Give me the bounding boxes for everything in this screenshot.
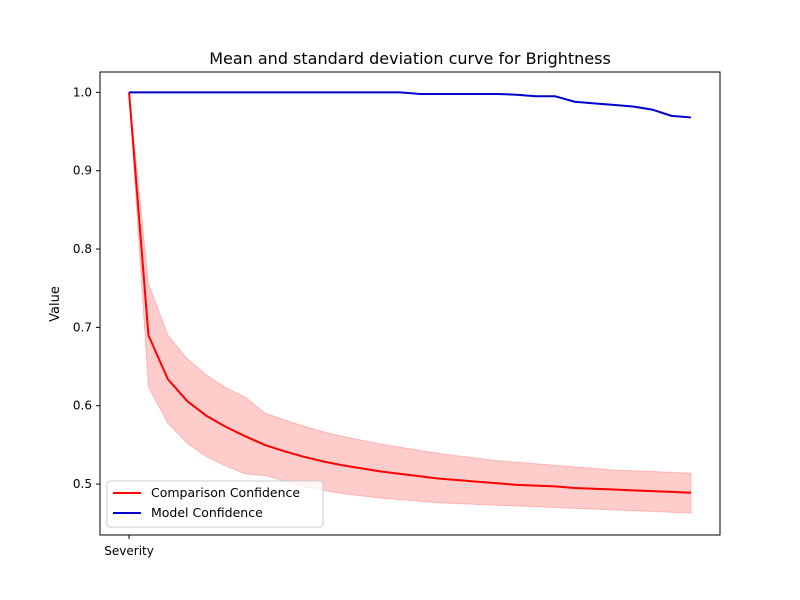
axes: 0.5 0.6 0.7 0.8 0.9 1.0 Severity	[73, 71, 721, 558]
axes-frame	[99, 71, 721, 536]
y-tick-label: 0.6	[73, 399, 92, 413]
plot-area	[128, 91, 692, 514]
y-tick-label: 0.9	[73, 164, 92, 178]
series-line-1	[129, 91, 692, 119]
std-band-series-0	[128, 92, 692, 514]
y-axis-label: Value	[48, 286, 63, 322]
y-tick-label: 0.8	[73, 242, 92, 256]
legend: Comparison Confidence Model Confidence	[106, 480, 324, 528]
y-tick-label: 0.7	[73, 320, 92, 334]
x-tick-label: Severity	[104, 544, 154, 558]
series-line-0	[128, 92, 691, 494]
y-tick-label: 0.5	[73, 477, 92, 491]
legend-label-1: Model Confidence	[151, 505, 263, 520]
y-tick-label: 1.0	[73, 85, 92, 99]
legend-label-0: Comparison Confidence	[151, 485, 300, 500]
legend-box	[106, 480, 324, 528]
chart-title: Mean and standard deviation curve for Br…	[209, 49, 611, 68]
